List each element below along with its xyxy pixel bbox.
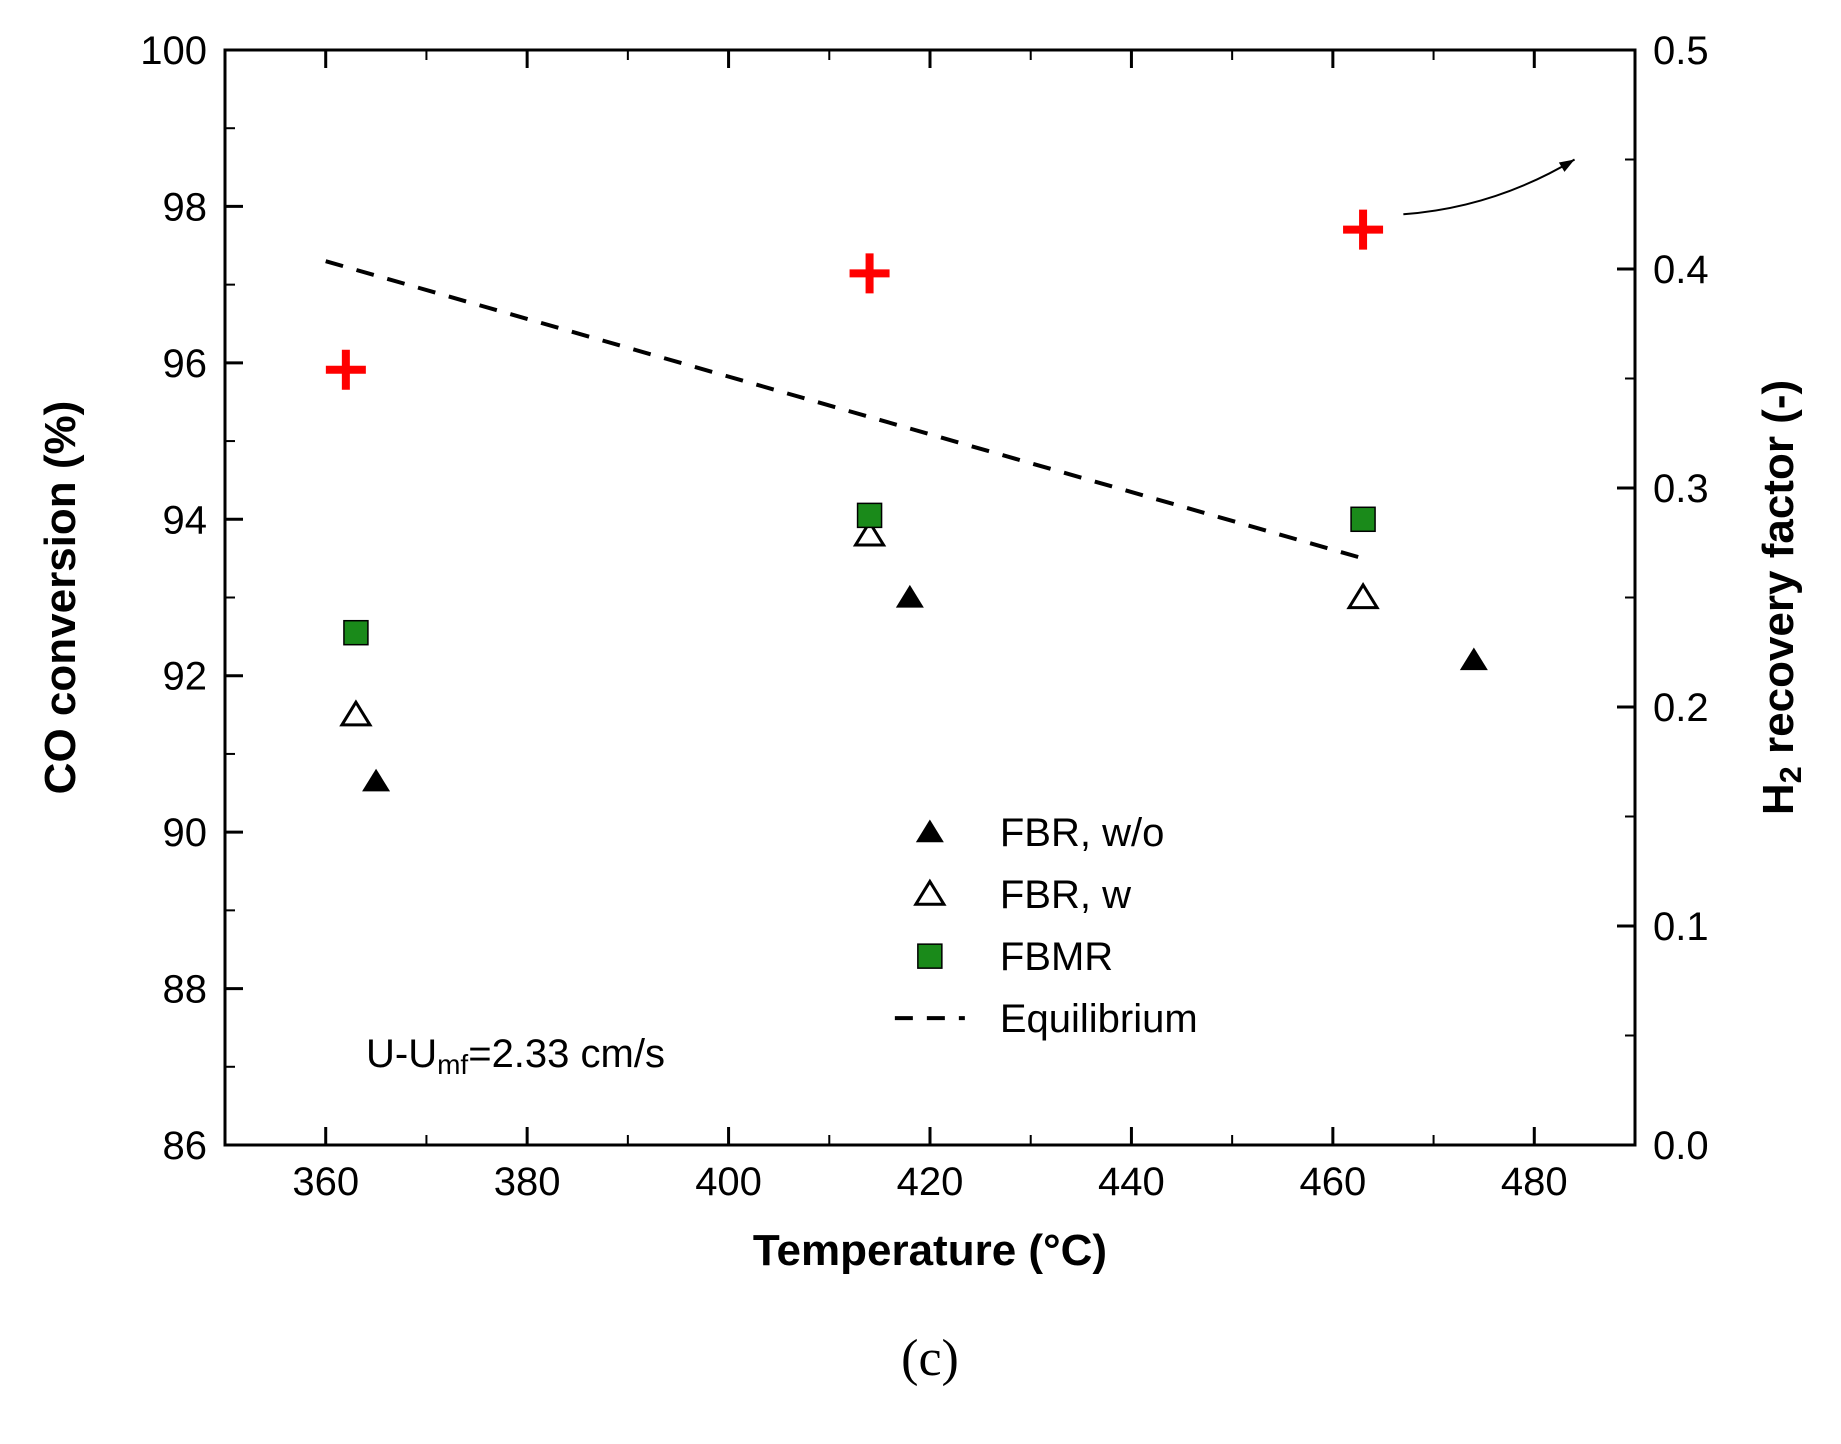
series-fbr-wo <box>362 585 1488 791</box>
y-right-tick-label: 0.2 <box>1653 686 1709 730</box>
x-tick-label: 440 <box>1098 1160 1165 1204</box>
series-equilibrium <box>326 261 1363 558</box>
y-left-ticks: 86 88 90 92 94 96 98 100 <box>140 29 243 1168</box>
x-tick-label: 400 <box>695 1160 762 1204</box>
y-right-tick-label: 0.3 <box>1653 467 1709 511</box>
y-right-ticks: 0.0 0.1 0.2 0.3 0.4 0.5 <box>1617 29 1709 1168</box>
y-left-tick-label: 86 <box>163 1124 208 1168</box>
y-right-tick-label: 0.0 <box>1653 1124 1709 1168</box>
x-tick-label: 360 <box>292 1160 359 1204</box>
y-left-tick-label: 100 <box>140 29 207 73</box>
x-tick-label: 480 <box>1501 1160 1568 1204</box>
figure-container: { "chart": { "type": "scatter-dual-axis"… <box>0 0 1841 1444</box>
series-fbr-w <box>342 522 1377 725</box>
series-hrf <box>326 210 1383 390</box>
y-right-axis-title: H2 recovery factor (-) <box>1754 380 1808 815</box>
legend-label: FBMR <box>1000 935 1113 979</box>
y-left-tick-label: 90 <box>163 811 208 855</box>
indicator-arrow <box>1403 160 1574 215</box>
annotation-text: U-Umf=2.33 cm/s <box>366 1032 665 1080</box>
y-right-tick-label: 0.1 <box>1653 905 1709 949</box>
legend-label: FBR, w/o <box>1000 811 1164 855</box>
y-left-axis-title: CO conversion (%) <box>36 401 85 795</box>
legend-label: Equilibrium <box>1000 997 1198 1041</box>
y-left-tick-label: 92 <box>163 655 208 699</box>
x-tick-label: 460 <box>1299 1160 1366 1204</box>
series-fbmr <box>344 503 1375 644</box>
chart-svg: 360380400420440460480 86889092949698100 … <box>0 0 1841 1444</box>
y-left-tick-label: 88 <box>163 968 208 1012</box>
x-axis-title: Temperature (°C) <box>753 1226 1107 1275</box>
plot-area <box>225 50 1635 1145</box>
x-tick-label: 380 <box>494 1160 561 1204</box>
y-left-tick-label: 96 <box>163 342 208 386</box>
y-left-tick-label: 94 <box>163 498 208 542</box>
y-right-tick-label: 0.4 <box>1653 248 1709 292</box>
y-left-tick-label: 98 <box>163 185 208 229</box>
legend-label: FBR, w <box>1000 873 1131 917</box>
subplot-caption: (c) <box>901 1330 959 1387</box>
y-right-tick-label: 0.5 <box>1653 29 1709 73</box>
legend: FBR, w/o FBR, w FBMR Equilibrium <box>895 811 1198 1041</box>
x-tick-label: 420 <box>897 1160 964 1204</box>
